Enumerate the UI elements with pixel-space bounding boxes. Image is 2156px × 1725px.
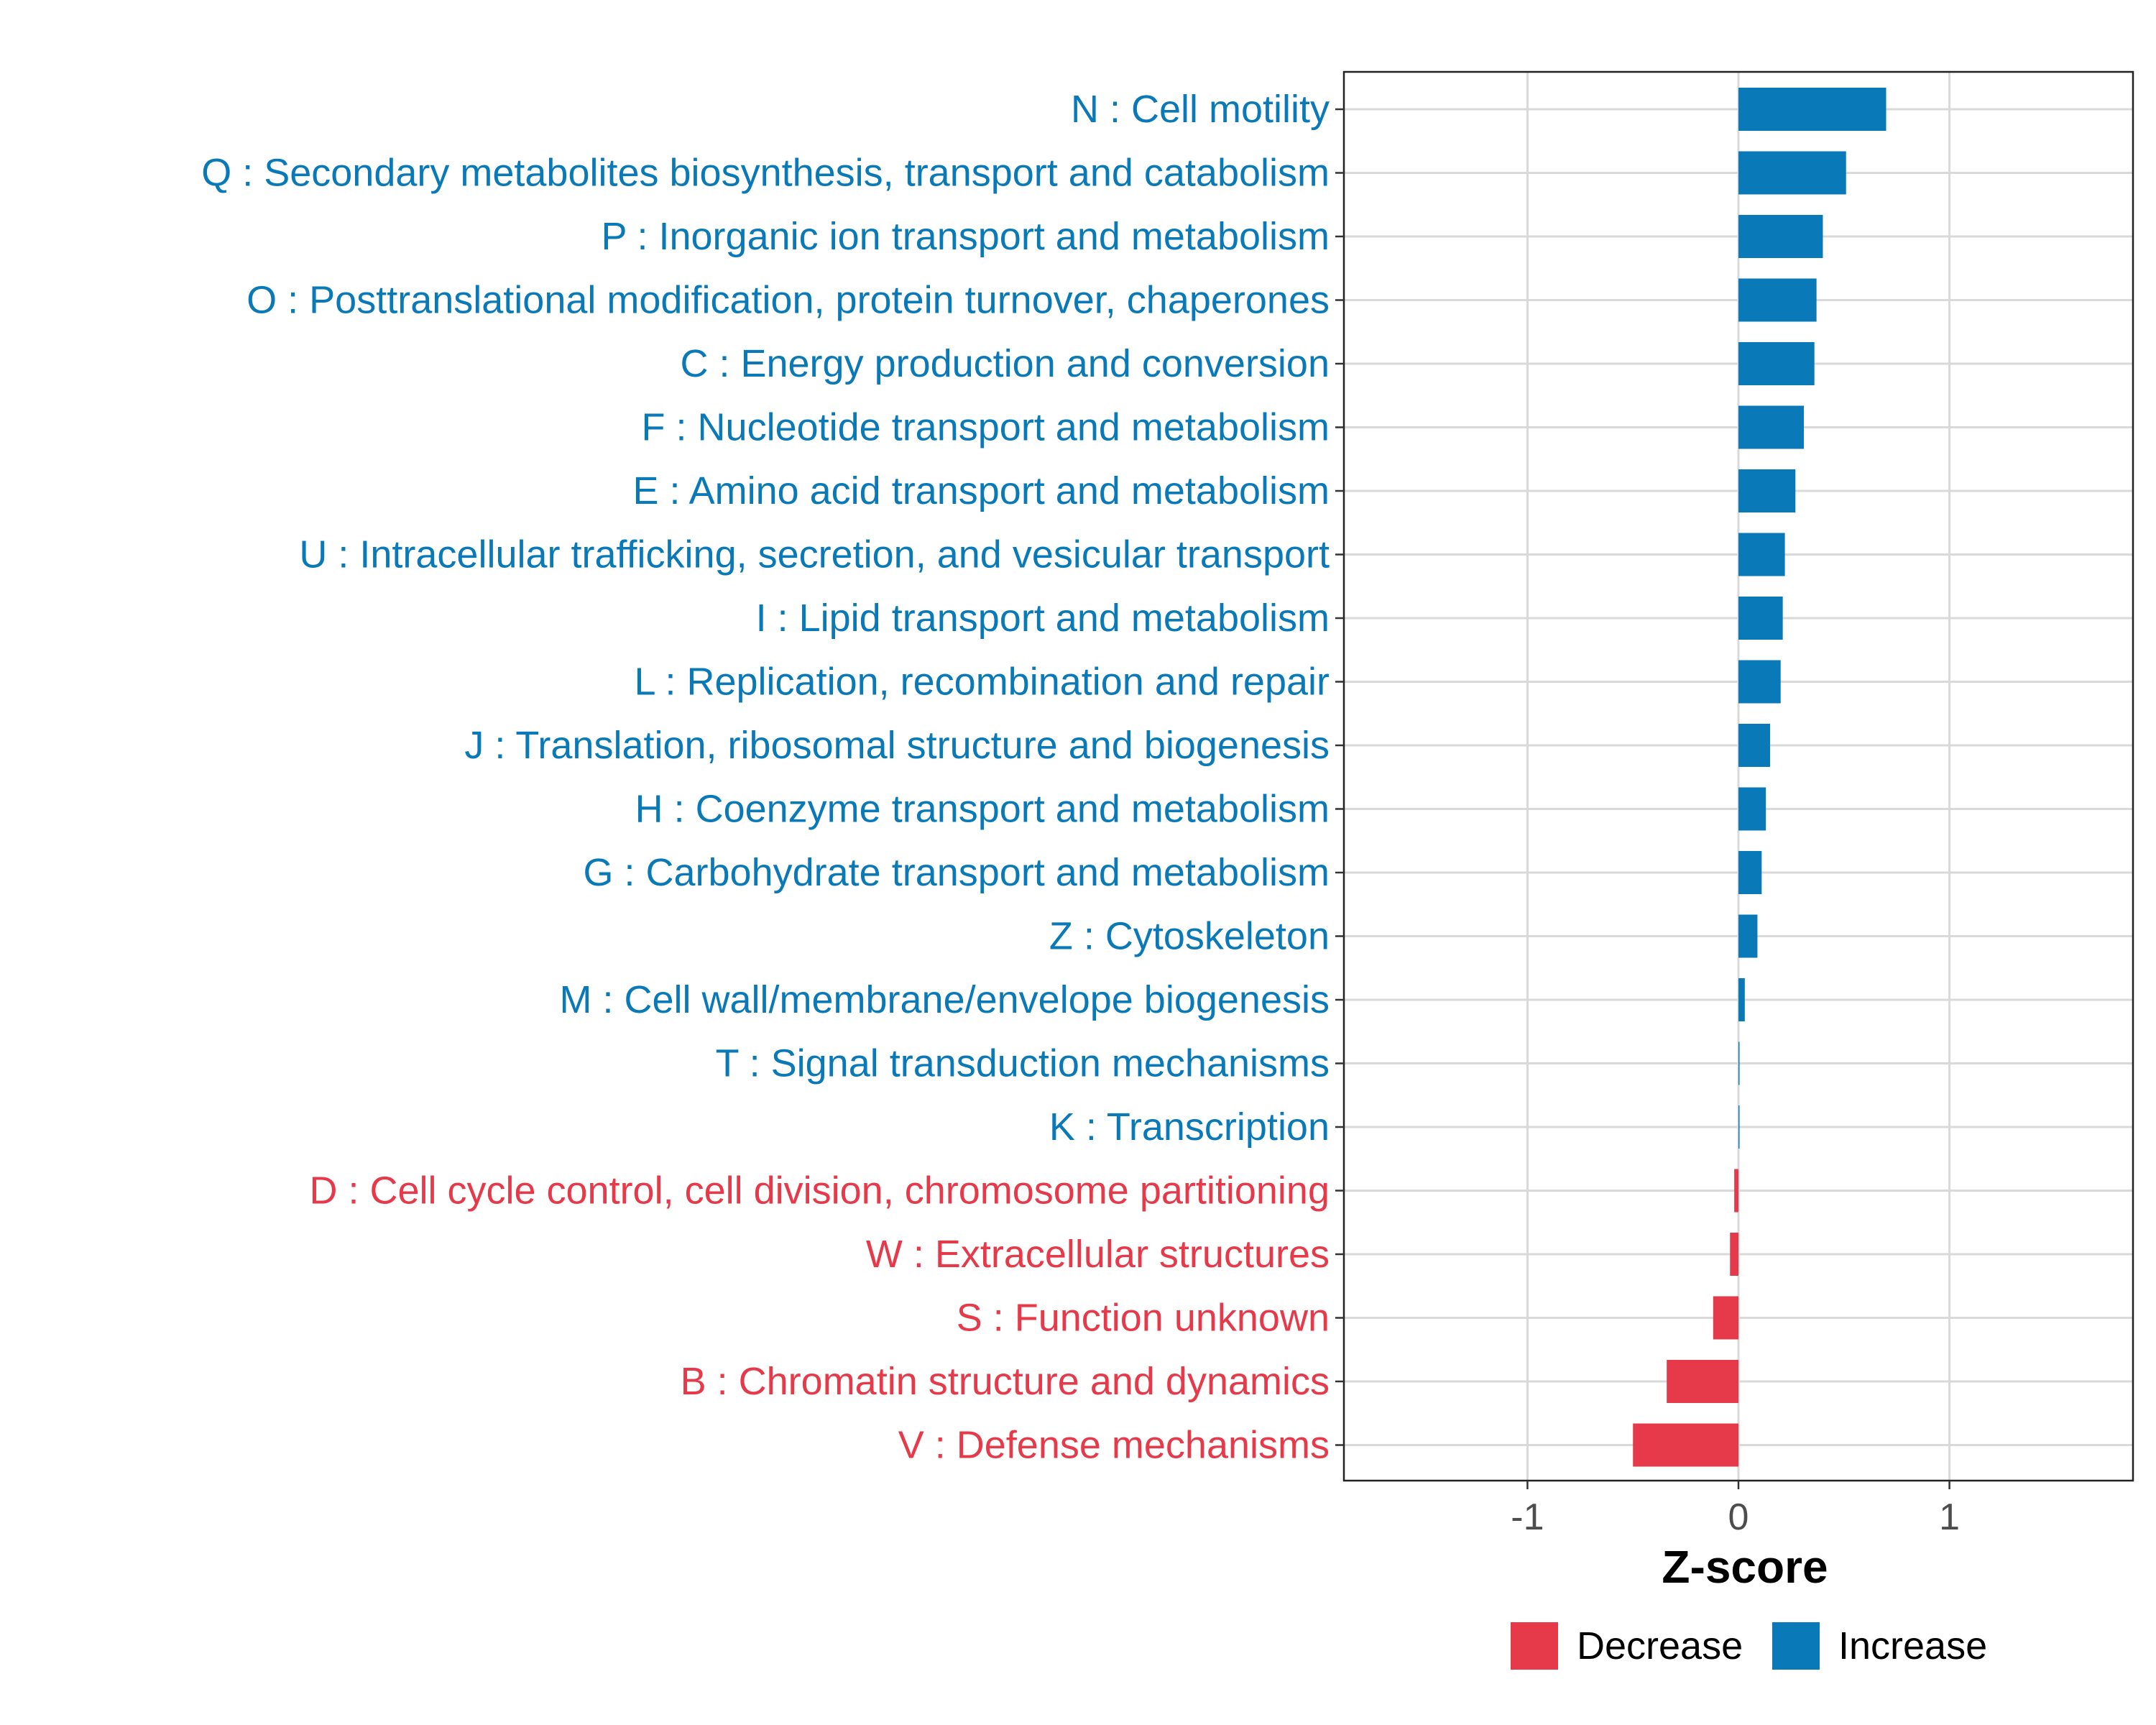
x-tick-label: -1 (1511, 1496, 1544, 1538)
bar (1738, 914, 1758, 958)
category-label: L : Replication, recombination and repai… (634, 661, 1330, 704)
legend-label: Increase (1838, 1624, 1987, 1668)
category-label: D : Cell cycle control, cell division, c… (309, 1169, 1330, 1213)
bar (1738, 1041, 1740, 1085)
bar (1738, 851, 1762, 894)
legend-key (1772, 1622, 1820, 1670)
category-label: T : Signal transduction mechanisms (716, 1042, 1330, 1085)
bar (1734, 1169, 1738, 1213)
category-label: U : Intracellular trafficking, secretion… (299, 533, 1330, 576)
y-axis-ticks (1335, 108, 1344, 1446)
category-label: W : Extracellular structures (866, 1233, 1330, 1276)
category-label: M : Cell wall/membrane/envelope biogenes… (559, 978, 1330, 1021)
y-axis-labels: N : Cell motility Q : Secondary metabolit… (201, 88, 1330, 1467)
category-label: B : Chromatin structure and dynamics (681, 1360, 1330, 1403)
category-label: C : Energy production and conversion (680, 342, 1330, 385)
bar (1738, 724, 1771, 767)
x-tick-label: 1 (1939, 1496, 1960, 1538)
bar (1633, 1423, 1738, 1467)
category-label: O : Posttranslational modification, prot… (247, 279, 1330, 322)
category-label: N : Cell motility (1071, 88, 1330, 131)
category-label: G : Carbohydrate transport and metabolis… (584, 851, 1330, 894)
bar (1738, 597, 1783, 640)
category-label: V : Defense mechanisms (898, 1424, 1330, 1467)
x-axis-title: Z-score (1662, 1541, 1828, 1593)
category-label: H : Coenzyme transport and metabolism (635, 788, 1330, 831)
category-label: P : Inorganic ion transport and metaboli… (601, 215, 1330, 258)
bar (1738, 660, 1781, 704)
bar (1738, 88, 1886, 131)
bar (1738, 342, 1815, 385)
category-label: Q : Secondary metabolites biosynthesis, … (201, 152, 1330, 195)
bar (1738, 978, 1745, 1021)
bar (1738, 469, 1796, 512)
bar (1667, 1360, 1738, 1403)
bar (1738, 405, 1805, 449)
bar (1738, 278, 1817, 322)
bar (1738, 151, 1846, 195)
bars (1633, 88, 1886, 1467)
category-label: S : Function unknown (957, 1297, 1330, 1340)
bar (1738, 215, 1823, 258)
bar (1738, 533, 1785, 576)
category-label: J : Translation, ribosomal structure and… (464, 724, 1330, 767)
bar (1713, 1296, 1738, 1340)
x-axis-ticks (1526, 1481, 1950, 1489)
x-tick-label: 0 (1728, 1496, 1749, 1538)
category-label: I : Lipid transport and metabolism (756, 597, 1330, 640)
legend-key (1511, 1622, 1558, 1670)
category-label: F : Nucleotide transport and metabolism (642, 406, 1330, 449)
bar (1738, 787, 1766, 831)
category-label: K : Transcription (1049, 1105, 1330, 1149)
category-label: E : Amino acid transport and metabolism (633, 469, 1330, 512)
x-axis-tick-labels: -1 0 1 (1511, 1496, 1960, 1538)
bar (1730, 1233, 1738, 1276)
legend-label: Decrease (1577, 1624, 1743, 1668)
category-label: Z : Cytoskeleton (1049, 915, 1330, 958)
bar (1738, 1105, 1740, 1149)
legend: Decrease Increase (1511, 1622, 1987, 1670)
